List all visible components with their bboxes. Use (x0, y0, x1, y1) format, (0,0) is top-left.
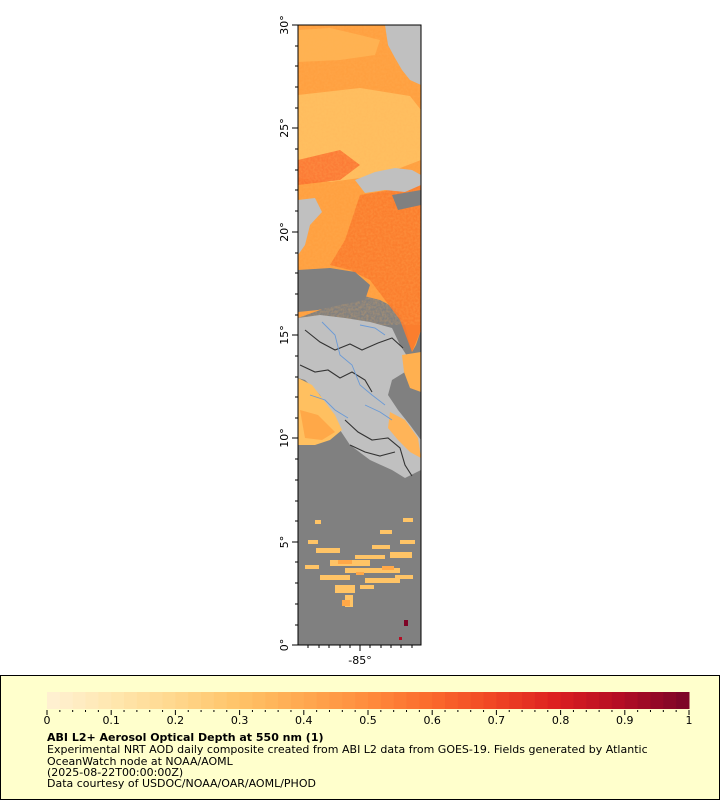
high-aod-pixel (404, 620, 408, 626)
lat-label: 30° (278, 15, 291, 35)
no-data-region (298, 268, 370, 312)
no-data-region (392, 190, 421, 210)
lat-axis-minor-ticks (295, 45, 298, 626)
land-central (298, 315, 421, 478)
lat-label: 20° (278, 222, 291, 242)
lat-label: 10° (278, 428, 291, 448)
legend-date: (2025-08-22T00:00:00Z) (47, 766, 184, 779)
legend-description: OceanWatch node at NOAA/AOML (47, 755, 233, 768)
lat-label: 25° (278, 118, 291, 138)
lat-label: 5° (278, 536, 291, 549)
lon-axis-ticks (307, 645, 413, 651)
lon-label: -85° (348, 654, 371, 667)
lat-label: 0° (278, 639, 291, 652)
legend-credit: Data courtesy of USDOC/NOAA/OAR/AOML/PHO… (47, 777, 316, 790)
legend-title: ABI L2+ Aerosol Optical Depth at 550 nm … (47, 731, 324, 744)
high-aod-pixel (399, 637, 402, 640)
aod-field-east (402, 352, 421, 392)
rivers (309, 321, 393, 421)
land-west (298, 198, 322, 255)
aod-field-south-coast (300, 410, 335, 440)
aod-field-east (388, 412, 421, 458)
land-north (385, 25, 421, 85)
aod-patches-dense (338, 560, 394, 606)
map-plot-area (298, 25, 421, 645)
country-borders (299, 329, 413, 477)
land-peninsula (355, 168, 421, 193)
legend-description: Experimental NRT AOD daily composite cre… (47, 743, 648, 756)
lat-axis-ticks (292, 24, 298, 646)
lat-label: 15° (278, 325, 291, 345)
map: 0° 5° 10° 15° 20° 25° 30° -85° (278, 15, 422, 667)
